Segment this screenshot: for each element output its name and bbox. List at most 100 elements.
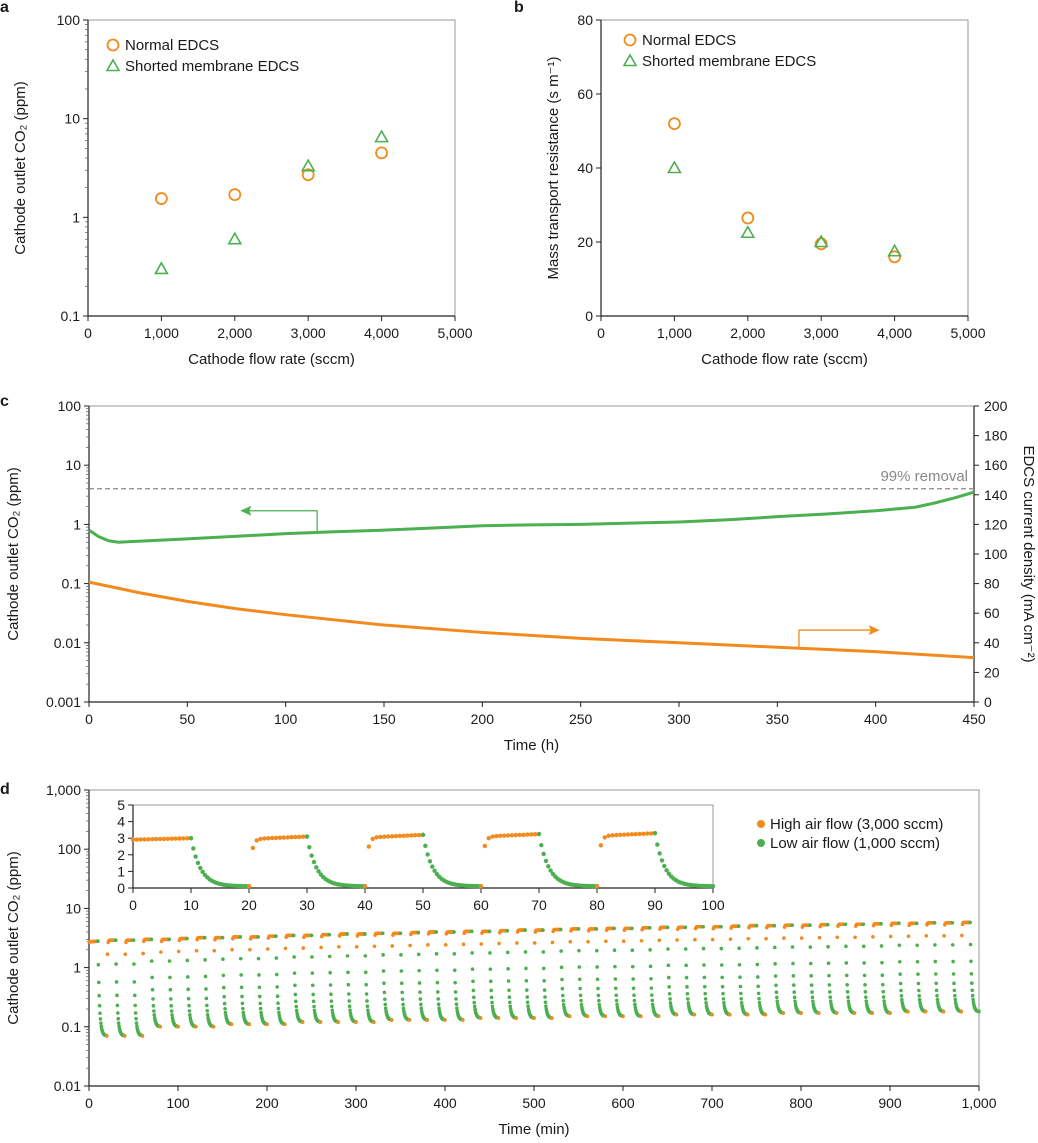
y-tick-label: 10	[64, 111, 80, 127]
x-tick-label: 200	[255, 1095, 279, 1111]
low-flow-point	[826, 944, 830, 949]
high-flow-point	[374, 835, 379, 840]
low-flow-point	[364, 982, 368, 987]
high-flow-point	[514, 1016, 518, 1020]
low-flow-point	[810, 990, 814, 994]
low-flow-point	[471, 988, 476, 993]
low-flow-point	[631, 986, 636, 991]
low-flow-point	[437, 1006, 441, 1010]
y-tick-label: 1	[72, 209, 80, 225]
low-flow-point	[430, 864, 435, 869]
panel-b: 0 1,000 2,000 3,000 4,000 5,000 0 20 40 60 80 Catho…	[514, 0, 986, 368]
high-flow-point	[293, 834, 298, 840]
low-flow-point	[703, 997, 708, 1001]
high-flow-point	[140, 1034, 145, 1038]
panel-c: 0 50 100 150 200 250 300 350 400 4500.0010.010.11…	[0, 393, 1037, 754]
high-flow-point	[301, 946, 306, 950]
low-flow-point	[423, 843, 428, 849]
low-flow-point	[329, 999, 334, 1003]
low-flow-point	[668, 1001, 673, 1005]
data-point-circle	[623, 33, 637, 47]
x-tick-label: 250	[569, 711, 593, 727]
y-tick-label: 2	[117, 847, 125, 863]
low-flow-point	[577, 965, 582, 969]
x-tick-label: 5,000	[950, 325, 985, 341]
low-flow-point	[383, 1006, 388, 1011]
high-flow-point	[229, 1022, 234, 1027]
high-flow-point	[817, 935, 822, 940]
x-axis-label: Cathode flow rate (sccm)	[701, 351, 868, 368]
low-flow-point	[541, 851, 546, 857]
low-flow-point	[292, 955, 296, 959]
high-flow-point	[393, 833, 399, 839]
low-flow-point	[541, 950, 546, 954]
low-flow-point	[951, 972, 956, 976]
low-flow-point	[257, 985, 262, 990]
low-flow-point	[809, 983, 814, 987]
high-flow-point	[648, 831, 654, 836]
y-tick-label: 100	[58, 841, 82, 857]
low-flow-point	[382, 990, 387, 995]
low-flow-point	[953, 997, 958, 1002]
low-flow-point	[310, 983, 315, 988]
low-flow-point	[310, 971, 315, 975]
low-flow-point	[132, 993, 137, 998]
high-flow-point	[277, 835, 283, 840]
low-flow-point	[419, 1006, 424, 1011]
low-flow-point	[536, 831, 542, 837]
low-flow-point	[577, 977, 582, 982]
low-flow-point	[191, 846, 196, 851]
high-flow-point	[692, 1012, 696, 1017]
y-tick-label: 10	[65, 900, 81, 916]
low-flow-point	[757, 1000, 762, 1005]
x-tick-label: 700	[700, 1095, 724, 1111]
high-flow-point	[486, 835, 491, 841]
low-flow-point	[523, 950, 528, 954]
low-flow-point	[470, 967, 475, 971]
low-flow-point	[897, 959, 902, 964]
low-flow-point	[950, 943, 955, 947]
low-flow-point	[328, 983, 333, 987]
low-flow-point	[133, 1003, 137, 1008]
high-flow-point	[362, 884, 368, 889]
high-flow-point	[336, 1020, 341, 1024]
low-flow-point	[969, 971, 974, 976]
low-flow-point	[739, 1000, 744, 1005]
low-flow-point	[845, 983, 849, 987]
x-tick-label: 100	[274, 711, 298, 727]
left-axis-arrow	[248, 510, 318, 532]
low-flow-point	[327, 932, 332, 937]
low-flow-point	[703, 991, 708, 996]
high-flow-point	[212, 948, 217, 953]
x-tick-label: 1,000	[961, 1095, 996, 1111]
low-flow-point	[737, 962, 742, 967]
low-flow-point	[507, 988, 511, 993]
low-flow-point	[630, 926, 634, 931]
low-flow-point	[810, 995, 815, 1000]
data-point-circle	[154, 192, 168, 205]
high-flow-point	[497, 941, 501, 946]
low-flow-point	[595, 965, 599, 969]
low-flow-point	[667, 991, 672, 996]
y-tick-label: 0.1	[62, 1019, 82, 1035]
low-flow-point	[150, 987, 155, 992]
y-axis-right-label: EDCS current density (mA cm⁻²)	[1020, 445, 1037, 662]
x-tick-label: 400	[864, 711, 888, 727]
low-flow-point	[508, 1000, 512, 1005]
low-flow-point	[311, 859, 317, 865]
x-tick-label: 800	[789, 1095, 813, 1111]
low-flow-point	[828, 990, 832, 994]
low-flow-point	[594, 948, 599, 953]
x-tick-label: 40	[357, 897, 373, 913]
low-flow-point	[506, 979, 511, 983]
low-flow-point	[952, 988, 957, 993]
low-flow-point	[561, 998, 566, 1003]
low-flow-point	[401, 1002, 405, 1007]
low-flow-point	[205, 1008, 210, 1013]
low-flow-point	[968, 942, 973, 947]
low-flow-point	[631, 977, 635, 981]
x-tick-label: 350	[766, 711, 790, 727]
high-flow-point	[300, 1020, 305, 1024]
x-tick-label: 3,000	[291, 325, 326, 341]
low-flow-point	[882, 999, 886, 1003]
